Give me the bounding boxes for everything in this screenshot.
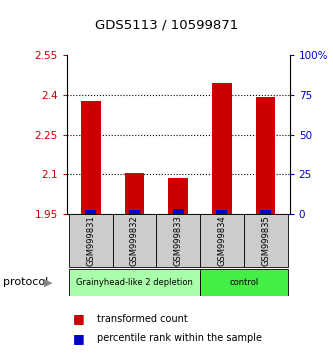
Bar: [69, 269, 200, 296]
Bar: [85, 210, 96, 214]
Text: percentile rank within the sample: percentile rank within the sample: [97, 333, 261, 343]
Bar: [256, 97, 275, 214]
Bar: [81, 101, 101, 214]
Text: GSM999833: GSM999833: [173, 215, 183, 266]
Bar: [216, 210, 227, 214]
Bar: [200, 214, 244, 267]
Text: GSM999832: GSM999832: [130, 215, 139, 266]
Bar: [212, 83, 232, 214]
Bar: [156, 214, 200, 267]
Text: GSM999831: GSM999831: [86, 215, 95, 266]
Bar: [173, 209, 183, 214]
Bar: [125, 173, 144, 214]
Bar: [129, 210, 140, 214]
Text: GSM999834: GSM999834: [217, 215, 226, 266]
Bar: [113, 214, 156, 267]
Bar: [168, 178, 188, 214]
Bar: [260, 210, 271, 214]
Text: ■: ■: [73, 332, 85, 344]
Text: ▶: ▶: [44, 277, 53, 287]
Bar: [200, 269, 287, 296]
Text: ■: ■: [73, 312, 85, 325]
Bar: [244, 214, 287, 267]
Text: Grainyhead-like 2 depletion: Grainyhead-like 2 depletion: [76, 278, 193, 287]
Text: protocol: protocol: [3, 277, 49, 287]
Text: transformed count: transformed count: [97, 314, 187, 324]
Text: GDS5113 / 10599871: GDS5113 / 10599871: [95, 18, 238, 31]
Text: control: control: [229, 278, 258, 287]
Bar: [69, 214, 113, 267]
Text: GSM999835: GSM999835: [261, 215, 270, 266]
